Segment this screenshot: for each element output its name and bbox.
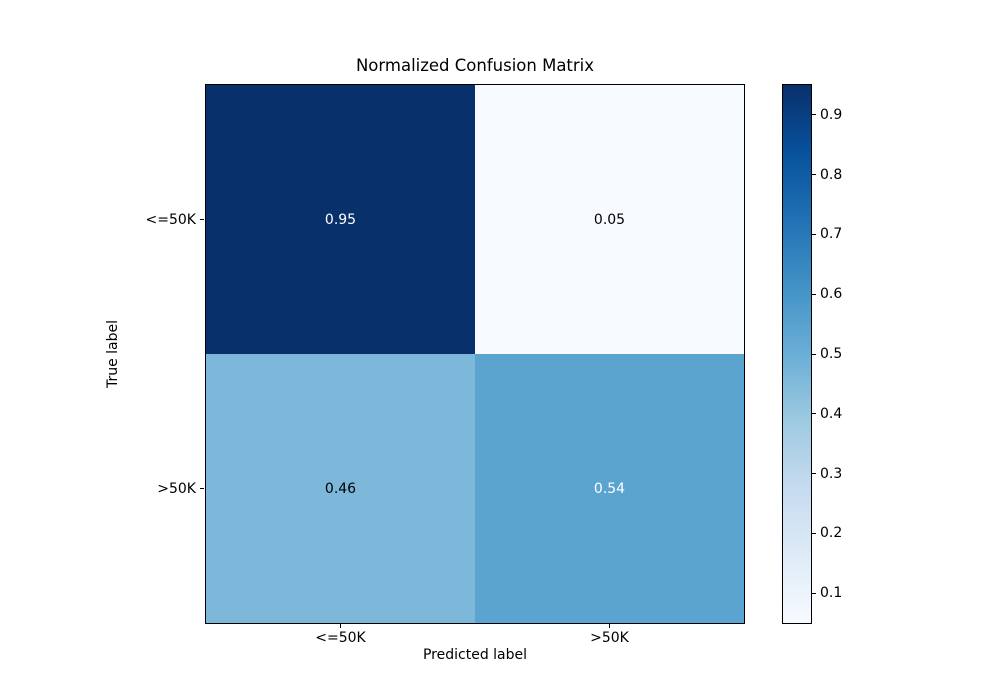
matrix-cell-r1c0: 0.46 [206,354,475,623]
x-tick-mark [340,624,341,628]
colorbar-tick-label: 0.6 [820,286,843,303]
colorbar-tick-mark [812,293,816,295]
colorbar-tick-label: 0.8 [820,166,843,183]
x-axis-label: Predicted label [422,647,528,663]
cell-value: 0.95 [324,211,357,228]
colorbar-tick-label: 0.1 [820,585,843,602]
y-tick-mark [200,488,204,489]
cell-value: 0.54 [593,480,626,497]
colorbar-tick-label: 0.4 [820,405,843,422]
colorbar-tick-label: 0.7 [820,226,843,243]
matrix-cell-r0c1: 0.05 [475,85,744,354]
colorbar-tick-label: 0.3 [820,465,843,482]
x-tick-label: >50K [590,630,629,646]
colorbar-tick-mark [812,592,816,594]
colorbar [782,84,812,624]
y-tick-label: >50K [157,480,196,497]
heatmap-axes: 0.95 0.05 0.46 0.54 [205,84,745,624]
colorbar-tick-mark [812,174,816,176]
colorbar-tick-mark [812,114,816,116]
matrix-cell-r1c1: 0.54 [475,354,744,623]
matrix-cell-r0c0: 0.95 [206,85,475,354]
chart-title: Normalized Confusion Matrix [355,56,595,75]
colorbar-tick-label: 0.2 [820,525,843,542]
colorbar-tick-label: 0.9 [820,106,843,123]
colorbar-tick-mark [812,473,816,475]
cell-value: 0.05 [593,211,626,228]
y-axis-label: True label [105,319,121,389]
colorbar-tick-label: 0.5 [820,346,843,362]
colorbar-tick-mark [812,532,816,534]
y-tick-label: <=50K [145,211,196,228]
x-tick-label: <=50K [315,630,366,646]
colorbar-tick-mark [812,353,816,355]
y-tick-mark [200,219,204,220]
cell-value: 0.46 [324,480,357,497]
colorbar-tick-mark [812,233,816,235]
colorbar-tick-mark [812,413,816,415]
x-tick-mark [609,624,610,628]
